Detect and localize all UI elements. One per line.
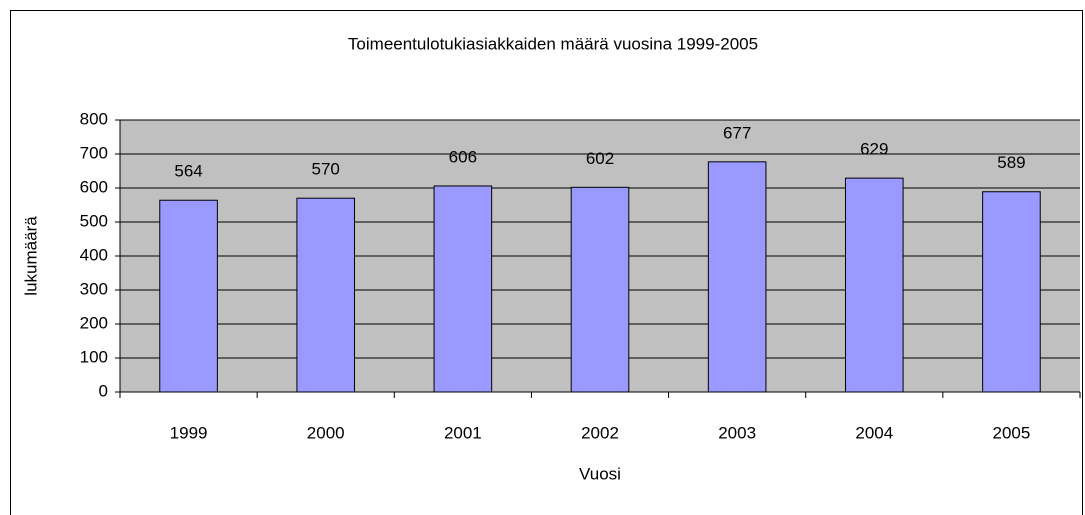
- x-tick-label: 2005: [993, 423, 1031, 442]
- x-axis-label: Vuosi: [579, 464, 621, 483]
- y-tick-label: 700: [80, 143, 108, 162]
- y-tick-label: 800: [80, 109, 108, 128]
- data-label: 677: [723, 123, 751, 142]
- bar: [707, 161, 767, 393]
- data-label: 570: [312, 160, 340, 179]
- y-tick-label: 300: [80, 279, 108, 298]
- chart-title: Toimeentulotukiasiakkaiden määrä vuosina…: [348, 34, 758, 53]
- x-tick-label: 2002: [581, 423, 619, 442]
- y-tick-label: 200: [80, 313, 108, 332]
- y-tick-label: 600: [80, 177, 108, 196]
- chart-border: [10, 10, 1083, 515]
- y-axis-label: lukumäärä: [21, 216, 40, 296]
- bar: [433, 185, 493, 393]
- y-tick-label: 500: [80, 211, 108, 230]
- bar: [844, 177, 904, 393]
- data-label: 564: [174, 162, 202, 181]
- data-label: 606: [449, 147, 477, 166]
- data-label: 602: [586, 149, 614, 168]
- x-tick-label: 2003: [718, 423, 756, 442]
- bar: [159, 199, 218, 393]
- bar: [296, 197, 356, 393]
- x-tick-label: 1999: [170, 423, 208, 442]
- bar: [982, 191, 1041, 393]
- y-tick-label: 100: [80, 347, 108, 366]
- data-label: 629: [860, 140, 888, 159]
- data-label: 589: [997, 153, 1025, 172]
- x-tick-label: 2000: [307, 423, 345, 442]
- bar: [570, 186, 630, 393]
- x-tick-label: 2001: [444, 423, 482, 442]
- y-tick-label: 400: [80, 245, 108, 264]
- x-tick-label: 2004: [855, 423, 893, 442]
- y-tick-label: 0: [99, 381, 108, 400]
